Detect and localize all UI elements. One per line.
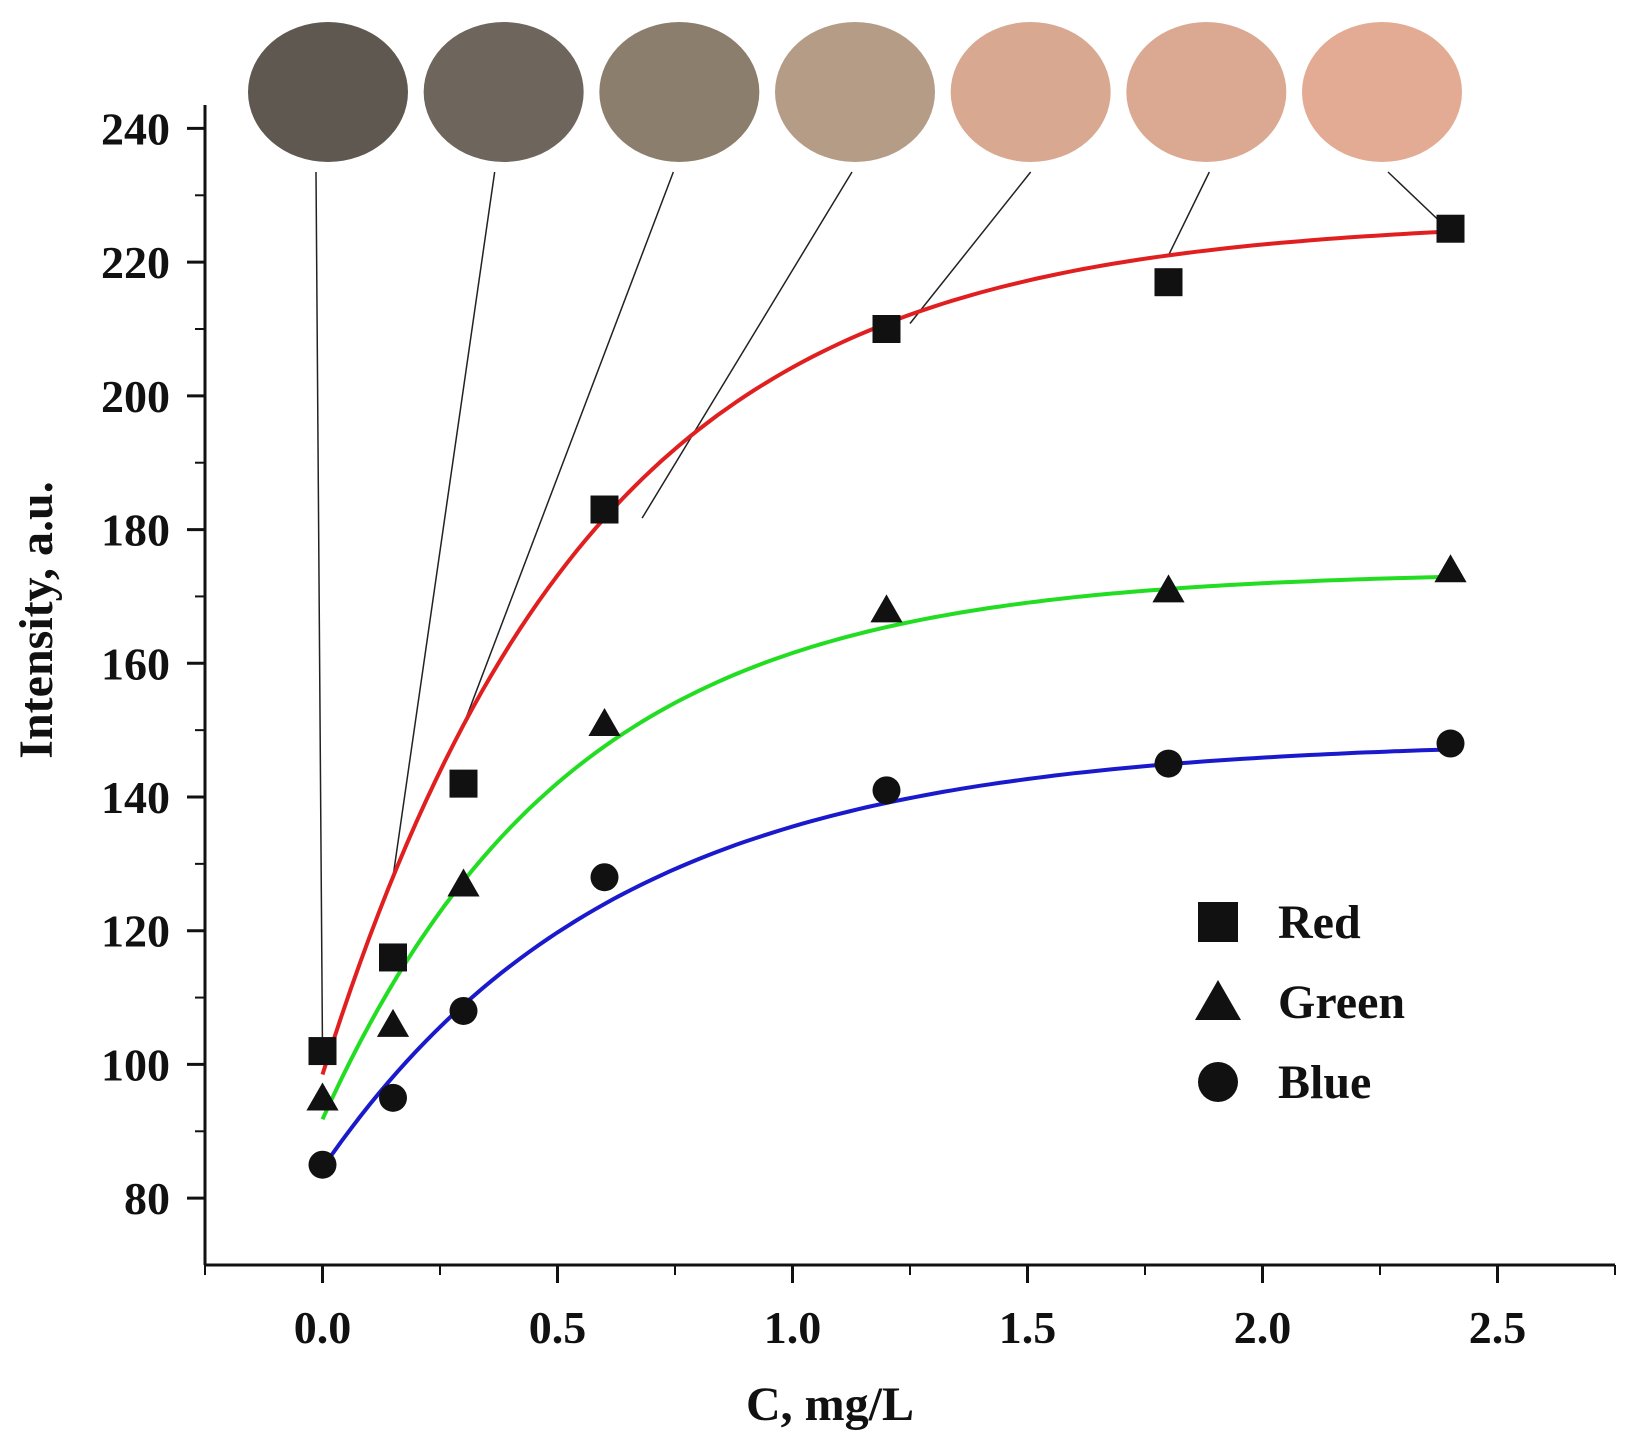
x-tick-label: 0.5 <box>529 1302 587 1353</box>
color-swatch <box>248 22 408 162</box>
color-swatch <box>599 22 760 162</box>
legend-marker-green <box>1195 980 1241 1020</box>
y-tick-label: 180 <box>101 505 170 556</box>
swatch-leader-line <box>462 171 675 726</box>
y-tick-label: 240 <box>101 103 170 154</box>
color-swatch <box>775 22 935 162</box>
data-point-blue <box>872 776 901 805</box>
x-tick-label: 2.5 <box>1469 1302 1527 1353</box>
data-point-red <box>590 495 619 524</box>
y-tick-label: 80 <box>124 1173 170 1224</box>
legend-label-red: Red <box>1278 896 1361 949</box>
axes: 0.0 0.5 1.0 1.5 2.0 2.5 80 100 120 140 160 180 200 22… <box>101 103 1616 1353</box>
data-point-blue <box>379 1083 407 1112</box>
x-tick-label: 2.0 <box>1234 1302 1292 1353</box>
color-swatch <box>950 22 1111 162</box>
swatch-leader-line <box>315 171 324 1052</box>
color-swatches <box>248 22 1462 162</box>
data-point-red <box>872 315 901 343</box>
y-axis-title: Intensity, a.u. <box>10 481 63 758</box>
data-point-red <box>1154 268 1183 297</box>
data-point-green <box>1152 574 1185 603</box>
data-point-red <box>308 1037 337 1066</box>
swatch-leader-line <box>392 171 496 877</box>
data-point-blue <box>1436 729 1465 758</box>
data-point-green <box>588 708 621 737</box>
x-tick-label: 0.0 <box>294 1302 352 1353</box>
color-swatch <box>423 22 584 162</box>
data-points <box>306 214 1467 1179</box>
data-point-green <box>376 1008 410 1037</box>
data-point-blue <box>308 1150 337 1179</box>
color-swatch <box>1126 22 1287 162</box>
legend-label-blue: Blue <box>1278 1056 1371 1109</box>
data-point-red <box>379 943 407 972</box>
y-tick-label: 160 <box>101 638 170 689</box>
data-point-red <box>1436 214 1465 243</box>
legend-label-green: Green <box>1278 976 1405 1029</box>
y-tick-label: 100 <box>101 1039 170 1090</box>
x-tick-label: 1.5 <box>999 1302 1057 1353</box>
data-point-red <box>449 769 478 798</box>
swatch-leader-line <box>641 171 853 519</box>
swatch-leader-lines <box>315 171 1452 1052</box>
legend-marker-blue <box>1198 1062 1238 1102</box>
data-point-green <box>870 594 903 623</box>
data-point-green <box>306 1082 339 1111</box>
y-tick-label: 200 <box>101 371 170 422</box>
y-tick-label: 120 <box>101 906 170 957</box>
x-axis-title: C, mg/L <box>746 1378 914 1431</box>
fit-curve-green <box>320 574 1451 1121</box>
y-tick-label: 220 <box>101 237 170 288</box>
swatch-leader-line <box>909 171 1032 324</box>
legend: Red Green Blue <box>1195 896 1405 1109</box>
x-tick-label: 1.0 <box>764 1302 822 1353</box>
legend-marker-red <box>1198 902 1238 942</box>
data-point-blue <box>449 996 478 1025</box>
data-point-blue <box>1154 749 1183 778</box>
data-point-green <box>447 868 480 897</box>
swatch-leader-line <box>1167 171 1211 256</box>
y-tick-label: 140 <box>101 772 170 823</box>
data-point-green <box>1434 554 1467 583</box>
data-point-blue <box>590 863 619 892</box>
color-swatch <box>1302 22 1462 162</box>
